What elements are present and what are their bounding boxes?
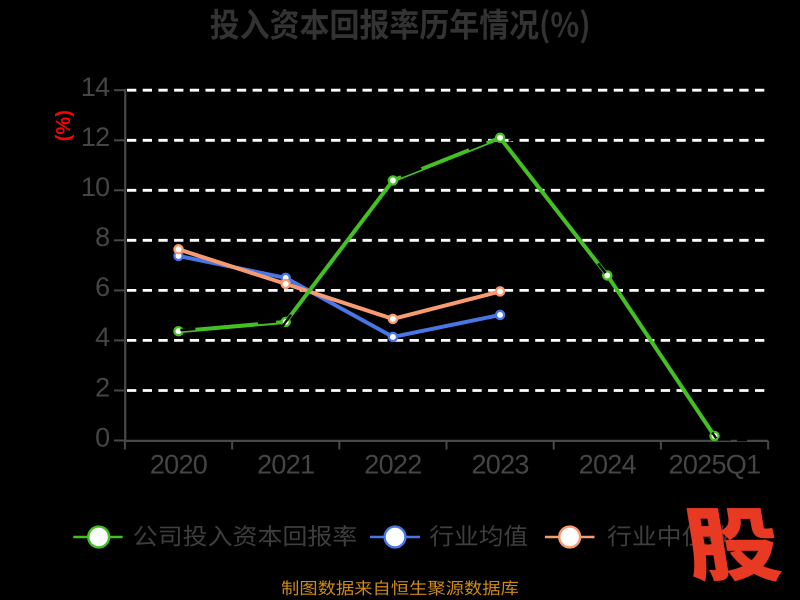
svg-text:12: 12 (81, 122, 110, 152)
svg-text:2021: 2021 (257, 449, 314, 479)
svg-text:2024: 2024 (579, 449, 637, 479)
svg-text:8: 8 (95, 222, 109, 252)
svg-text:(%): (%) (53, 110, 75, 141)
svg-text:14: 14 (81, 72, 110, 102)
svg-text:6: 6 (95, 272, 109, 302)
svg-text:2025Q1: 2025Q1 (669, 449, 761, 479)
svg-text:0: 0 (95, 422, 109, 452)
svg-text:2023: 2023 (471, 449, 528, 479)
svg-text:2022: 2022 (364, 449, 421, 479)
svg-text:10: 10 (81, 172, 110, 202)
svg-text:4: 4 (95, 322, 110, 352)
svg-text:2: 2 (95, 372, 109, 402)
svg-text:2020: 2020 (150, 449, 207, 479)
